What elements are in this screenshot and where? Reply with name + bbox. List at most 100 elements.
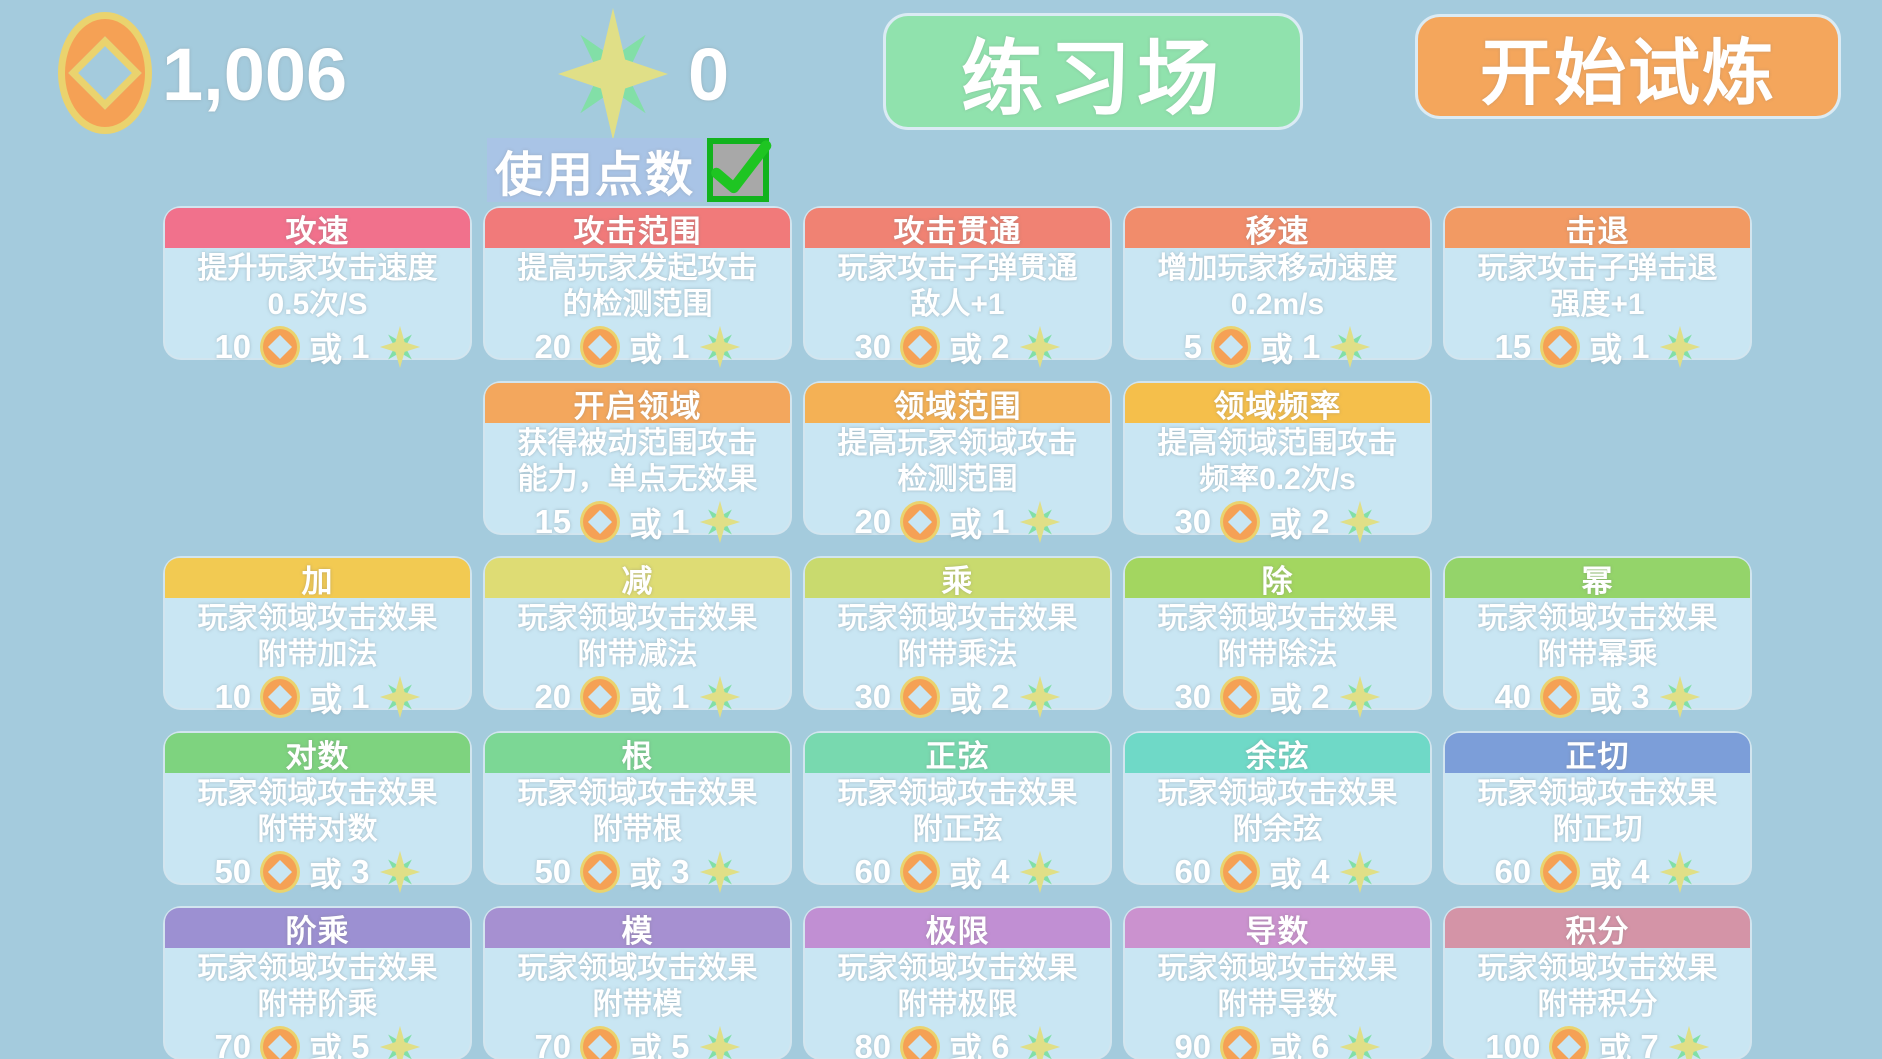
card-description: 玩家领域攻击效果 附带根	[517, 777, 758, 846]
star-icon	[1019, 675, 1060, 719]
card-title: 除	[1125, 558, 1430, 599]
coin-icon	[580, 676, 621, 718]
star-icon	[1339, 675, 1380, 719]
card-description: 提高领域范围攻击 频率0.2次/s	[1157, 427, 1398, 496]
practice-field-button[interactable]: 练习场	[886, 16, 1300, 127]
card-description: 玩家领域攻击效果 附正弦	[837, 777, 1078, 846]
card-cost: 30 或 2	[1125, 673, 1430, 721]
card-description: 玩家领域攻击效果 附正切	[1477, 777, 1718, 846]
coin-icon	[58, 12, 152, 134]
card-cost: 70 或 5	[165, 1023, 470, 1059]
card-title: 移速	[1125, 208, 1430, 249]
card-cost: 10 或 1	[165, 673, 470, 721]
coin-icon	[1549, 1026, 1590, 1059]
coin-icon	[260, 676, 301, 718]
card-cost: 20 或 1	[485, 673, 790, 721]
coin-icon	[1220, 676, 1261, 718]
upgrade-card[interactable]: 开启领域 获得被动范围攻击 能力，单点无效果 15 或 1	[485, 383, 790, 544]
star-icon	[699, 325, 740, 369]
upgrade-card[interactable]: 模玩家领域攻击效果 附带模 70 或 5	[485, 908, 790, 1059]
coin-icon	[1220, 501, 1261, 543]
card-description: 玩家领域攻击效果 附带模	[517, 952, 758, 1021]
card-title: 余弦	[1125, 733, 1430, 774]
card-cost: 30 或 2	[805, 673, 1110, 721]
upgrade-card[interactable]: 阶乘 玩家领域攻击效果 附带阶乘 70 或 5	[165, 908, 470, 1059]
upgrade-card[interactable]: 攻击范围 提高玩家发起攻击 的检测范围 20 或 1	[485, 208, 790, 369]
card-title: 减	[485, 558, 790, 599]
card-cost: 50 或 3	[165, 848, 470, 896]
coin-icon	[1540, 676, 1581, 718]
coin-icon	[260, 1026, 301, 1059]
use-points-checkbox[interactable]	[707, 138, 772, 202]
card-description: 玩家领域攻击效果 附带阶乘	[197, 952, 438, 1021]
star-icon	[1668, 1025, 1709, 1059]
star-icon	[1330, 325, 1371, 369]
start-trial-button[interactable]: 开始试炼	[1418, 17, 1838, 116]
card-cost: 30 或 2	[1125, 498, 1430, 546]
card-cost: 30 或 2	[805, 323, 1110, 371]
coin-icon	[260, 326, 301, 368]
card-cost: 15 或 1	[485, 498, 790, 546]
card-cost: 100 或 7	[1445, 1023, 1750, 1059]
card-cost: 60 或 4	[805, 848, 1110, 896]
upgrade-card[interactable]: 攻击贯通 玩家攻击子弹贯通 敌人+1 30 或 2	[805, 208, 1110, 369]
card-cost: 90 或 6	[1125, 1023, 1430, 1059]
card-cost: 50 或 3	[485, 848, 790, 896]
upgrade-card[interactable]: 导数 玩家领域攻击效果 附带导数 90 或 6	[1125, 908, 1430, 1059]
card-description: 玩家领域攻击效果 附带除法	[1157, 602, 1398, 671]
card-title: 攻击贯通	[805, 208, 1110, 249]
card-description: 玩家领域攻击效果 附余弦	[1157, 777, 1398, 846]
card-title: 攻击范围	[485, 208, 790, 249]
star-icon	[1339, 850, 1380, 894]
upgrade-card[interactable]: 积分 玩家领域攻击效果 附带积分 100 或 7	[1445, 908, 1750, 1059]
card-title: 领域范围	[805, 383, 1110, 424]
upgrade-card[interactable]: 移速 增加玩家移动速度 0.2m/s 5 或 1	[1125, 208, 1430, 369]
star-icon	[1659, 850, 1700, 894]
upgrade-card[interactable]: 对数 玩家领域攻击效果 附带对数 50 或 3	[165, 733, 470, 894]
card-description: 玩家领域攻击效果 附带对数	[197, 777, 438, 846]
card-description: 玩家领域攻击效果 附带加法	[197, 602, 438, 671]
upgrade-card[interactable]: 攻速 提升玩家攻击速度 0.5次/S 10 或 1	[165, 208, 470, 369]
upgrade-card[interactable]: 加玩家领域攻击效果 附带加法 10 或 1	[165, 558, 470, 719]
upgrade-card[interactable]: 根玩家领域攻击效果 附带根 50 或 3	[485, 733, 790, 894]
card-cost: 80 或 6	[805, 1023, 1110, 1059]
upgrade-card[interactable]: 减玩家领域攻击效果 附带减法 20 或 1	[485, 558, 790, 719]
upgrade-card[interactable]: 余弦 玩家领域攻击效果 附余弦 60 或 4	[1125, 733, 1430, 894]
upgrade-card[interactable]: 乘玩家领域攻击效果 附带乘法 30 或 2	[805, 558, 1110, 719]
card-title: 加	[165, 558, 470, 599]
upgrade-card[interactable]: 极限 玩家领域攻击效果 附带极限 80 或 6	[805, 908, 1110, 1059]
card-title: 阶乘	[165, 908, 470, 949]
card-cost: 20 或 1	[805, 498, 1110, 546]
star-counter: 0	[688, 33, 730, 116]
card-description: 获得被动范围攻击 能力，单点无效果	[517, 427, 758, 496]
star-icon	[1019, 500, 1060, 544]
star-icon	[1339, 500, 1380, 544]
upgrade-card[interactable]: 领域频率 提高领域范围攻击 频率0.2次/s 30 或 2	[1125, 383, 1430, 544]
upgrade-card[interactable]: 击退 玩家攻击子弹击退 强度+1 15 或 1	[1445, 208, 1750, 369]
card-title: 模	[485, 908, 790, 949]
coin-icon	[1220, 851, 1261, 893]
card-title: 导数	[1125, 908, 1430, 949]
card-cost: 60 或 4	[1125, 848, 1430, 896]
card-title: 根	[485, 733, 790, 774]
card-description: 增加玩家移动速度 0.2m/s	[1157, 252, 1398, 321]
upgrade-card[interactable]: 除玩家领域攻击效果 附带除法 30 或 2	[1125, 558, 1430, 719]
coin-icon	[580, 1026, 621, 1059]
star-icon	[379, 1025, 420, 1059]
card-cost: 10 或 1	[165, 323, 470, 371]
card-cost: 40 或 3	[1445, 673, 1750, 721]
coin-icon	[900, 326, 941, 368]
use-points-control: 使用点数	[487, 138, 772, 202]
upgrade-card[interactable]: 幂玩家领域攻击效果 附带幂乘 40 或 3	[1445, 558, 1750, 719]
card-description: 玩家领域攻击效果 附带导数	[1157, 952, 1398, 1021]
upgrade-card[interactable]: 正切 玩家领域攻击效果 附正切 60 或 4	[1445, 733, 1750, 894]
coin-icon	[900, 851, 941, 893]
coin-counter: 1,006	[162, 33, 348, 116]
upgrade-card[interactable]: 正弦 玩家领域攻击效果 附正弦 60 或 4	[805, 733, 1110, 894]
coin-icon	[260, 851, 301, 893]
star-icon	[1019, 325, 1060, 369]
coin-icon	[900, 676, 941, 718]
upgrade-card[interactable]: 领域范围 提高玩家领域攻击 检测范围 20 或 1	[805, 383, 1110, 544]
star-icon	[379, 325, 420, 369]
